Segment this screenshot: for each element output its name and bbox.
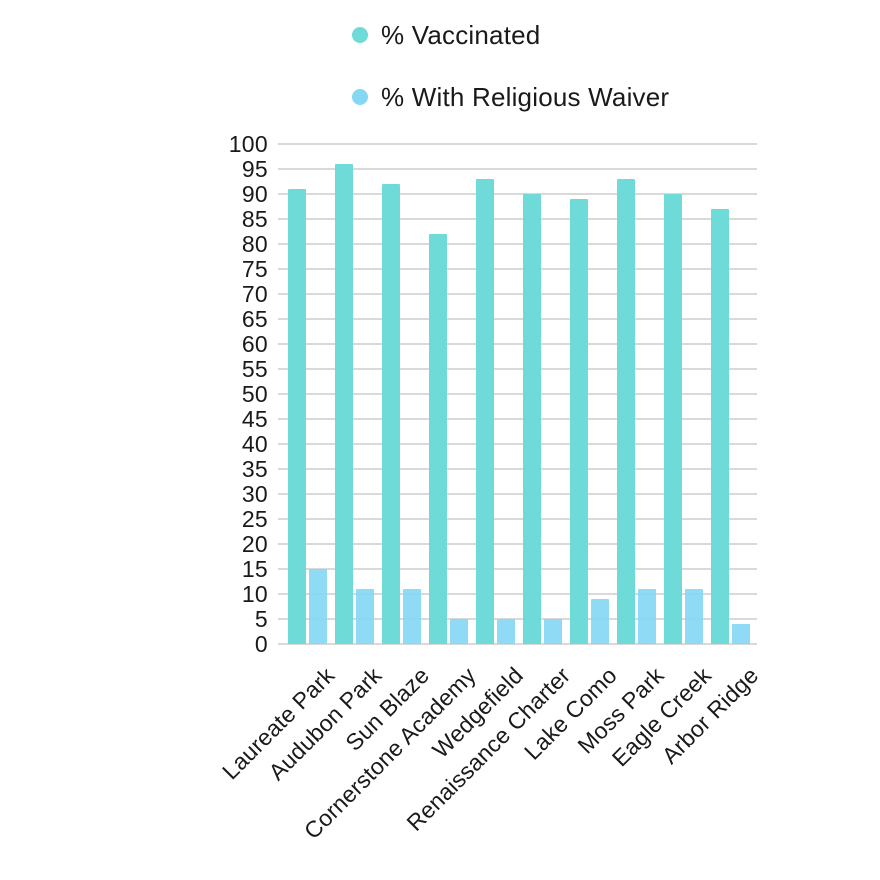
bar--with-religious-waiver-moss-park [638, 589, 656, 644]
gridline-55 [278, 368, 757, 370]
gridline-35 [278, 468, 757, 470]
gridline-25 [278, 518, 757, 520]
bar--vaccinated-moss-park [617, 179, 635, 644]
bar--vaccinated-renaissance-charter [523, 194, 541, 644]
bar--with-religious-waiver-sun-blaze [403, 589, 421, 644]
gridline-45 [278, 418, 757, 420]
gridline-65 [278, 318, 757, 320]
gridline-90 [278, 193, 757, 195]
y-axis-tick-label-30: 30 [241, 481, 268, 507]
gridline-40 [278, 443, 757, 445]
bar--vaccinated-arbor-ridge [711, 209, 729, 644]
y-axis-tick-label-85: 85 [241, 206, 268, 232]
y-axis-tick-label-80: 80 [241, 231, 268, 257]
bar--with-religious-waiver-cornerstone-academy [450, 619, 468, 644]
y-axis-tick-label-70: 70 [241, 281, 268, 307]
gridline-30 [278, 493, 757, 495]
gridline-10 [278, 593, 757, 595]
y-axis-tick-label-55: 55 [241, 356, 268, 382]
bar--with-religious-waiver-renaissance-charter [544, 619, 562, 644]
gridline-50 [278, 393, 757, 395]
gridline-80 [278, 243, 757, 245]
gridline-60 [278, 343, 757, 345]
legend-dot-religious-waiver-icon [352, 89, 368, 105]
legend-label-vaccinated: % Vaccinated [381, 19, 541, 50]
bar--with-religious-waiver-arbor-ridge [732, 624, 750, 644]
y-axis-tick-label-50: 50 [241, 381, 268, 407]
gridline-85 [278, 218, 757, 220]
y-axis-tick-label-90: 90 [241, 181, 268, 207]
bar--with-religious-waiver-laureate-park [309, 569, 327, 644]
gridline-70 [278, 293, 757, 295]
y-axis-tick-label-5: 5 [254, 606, 268, 632]
y-axis-tick-label-65: 65 [241, 306, 268, 332]
y-axis-tick-label-100: 100 [228, 131, 268, 157]
y-axis-tick-label-95: 95 [241, 156, 268, 182]
gridline-0 [278, 643, 757, 645]
y-axis-tick-label-75: 75 [241, 256, 268, 282]
gridline-15 [278, 568, 757, 570]
gridline-100 [278, 143, 757, 145]
legend-item-vaccinated: % Vaccinated [352, 19, 540, 51]
bar--with-religious-waiver-eagle-creek [685, 589, 703, 644]
y-axis-tick-label-15: 15 [241, 556, 268, 582]
legend-dot-vaccinated-icon [352, 27, 368, 43]
y-axis-tick-label-25: 25 [241, 506, 268, 532]
y-axis-tick-label-0: 0 [254, 631, 268, 657]
gridline-75 [278, 268, 757, 270]
bar--vaccinated-eagle-creek [664, 194, 682, 644]
legend-item-religious-waiver: % With Religious Waiver [352, 81, 669, 113]
bar--vaccinated-sun-blaze [382, 184, 400, 644]
bar--vaccinated-wedgefield [476, 179, 494, 644]
gridline-95 [278, 168, 757, 170]
bar--with-religious-waiver-wedgefield [497, 619, 515, 644]
y-axis-tick-label-10: 10 [241, 581, 268, 607]
bar--with-religious-waiver-audubon-park [356, 589, 374, 644]
y-axis-tick-label-35: 35 [241, 456, 268, 482]
gridline-20 [278, 543, 757, 545]
bar--with-religious-waiver-lake-como [591, 599, 609, 644]
plot-area [278, 143, 757, 645]
y-axis-tick-label-20: 20 [241, 531, 268, 557]
legend-label-religious-waiver: % With Religious Waiver [381, 81, 670, 112]
y-axis-tick-label-45: 45 [241, 406, 268, 432]
gridline-5 [278, 618, 757, 620]
bar--vaccinated-lake-como [570, 199, 588, 644]
bar--vaccinated-audubon-park [335, 164, 353, 644]
bar--vaccinated-cornerstone-academy [429, 234, 447, 644]
y-axis-tick-label-60: 60 [241, 331, 268, 357]
bar--vaccinated-laureate-park [288, 189, 306, 644]
y-axis-tick-label-40: 40 [241, 431, 268, 457]
